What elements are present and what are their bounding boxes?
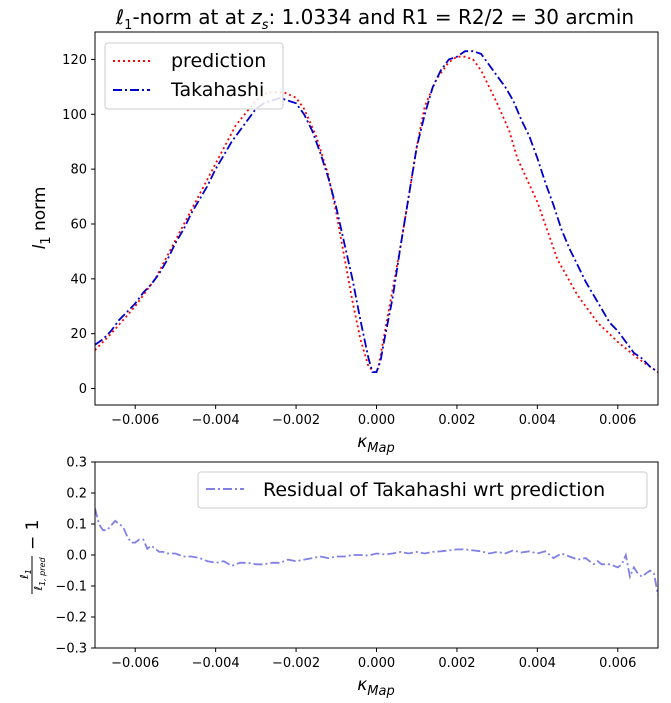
- top-y-axis-label: l1 norm: [30, 187, 54, 250]
- bottom-x-ticks: −0.006 −0.004 −0.002 0.000 0.002 0.004 0.006: [111, 648, 636, 671]
- top-legend-box: [104, 42, 284, 110]
- bottom-y-tick-label: −0.2: [55, 611, 87, 626]
- top-y-tick-label: 0: [79, 382, 87, 397]
- top-y-tick-label: 80: [70, 163, 87, 178]
- bottom-y-tick-label: −0.1: [55, 580, 87, 595]
- bottom-y-tick-label: 0.0: [66, 549, 87, 564]
- bottom-series-line-residual-of-takahashi-wrt-prediction: [95, 508, 658, 596]
- top-x-tick-label: −0.002: [272, 413, 320, 428]
- top-y-ticks: 0 20 40 60 80 100 120: [62, 53, 95, 397]
- top-y-tick-label: 40: [70, 272, 87, 287]
- top-y-tick-label: 120: [62, 53, 87, 68]
- top-y-tick-label: 60: [70, 217, 87, 232]
- bottom-x-tick-label: −0.006: [111, 656, 159, 671]
- chart-title: ℓ1-norm at at zs: 1.0334 and R1 = R2/2 =…: [115, 5, 634, 33]
- bottom-y-axis-label: ℓ1 ℓ1, pred − 1: [18, 520, 47, 594]
- top-y-tick-label: 100: [62, 108, 87, 123]
- bottom-x-tick-label: 0.000: [358, 656, 395, 671]
- top-x-tick-label: 0.006: [599, 413, 636, 428]
- bottom-y-tick-label: 0.2: [66, 487, 87, 502]
- bottom-x-tick-label: 0.006: [599, 656, 636, 671]
- bottom-y-tick-label: −0.3: [55, 642, 87, 657]
- bottom-y-label-numerator: ℓ1: [18, 569, 33, 580]
- bottom-y-ticks: −0.3 −0.2 −0.1 0.0 0.1 0.2 0.3: [55, 456, 95, 657]
- bottom-legend-box: [197, 471, 648, 509]
- top-x-tick-label: −0.006: [111, 413, 159, 428]
- top-x-axis-label: κMap: [357, 432, 394, 456]
- top-legend: prediction Takahashi: [104, 42, 284, 110]
- top-series-line-takahashi: [95, 50, 658, 374]
- bottom-legend: Residual of Takahashi wrt prediction: [197, 471, 648, 509]
- legend-label-prediction: prediction: [171, 50, 266, 72]
- top-x-tick-label: 0.000: [358, 413, 395, 428]
- bottom-y-label-tail: − 1: [23, 520, 43, 550]
- top-x-tick-label: 0.002: [438, 413, 475, 428]
- bottom-y-tick-label: 0.3: [66, 456, 87, 471]
- top-x-tick-label: −0.004: [192, 413, 240, 428]
- bottom-y-label-denominator: ℓ1, pred: [32, 557, 47, 592]
- top-x-ticks: −0.006 −0.004 −0.002 0.000 0.002 0.004 0.006: [111, 405, 636, 428]
- bottom-x-tick-label: −0.002: [272, 656, 320, 671]
- bottom-x-tick-label: 0.002: [438, 656, 475, 671]
- bottom-y-tick-label: 0.1: [66, 518, 87, 533]
- top-x-tick-label: 0.004: [519, 413, 556, 428]
- bottom-x-tick-label: 0.004: [519, 656, 556, 671]
- legend-label-takahashi: Takahashi: [170, 79, 264, 101]
- bottom-x-axis-label: κMap: [357, 675, 394, 699]
- legend-label-residual: Residual of Takahashi wrt prediction: [263, 479, 605, 501]
- bottom-x-tick-label: −0.004: [192, 656, 240, 671]
- top-y-tick-label: 20: [70, 327, 87, 342]
